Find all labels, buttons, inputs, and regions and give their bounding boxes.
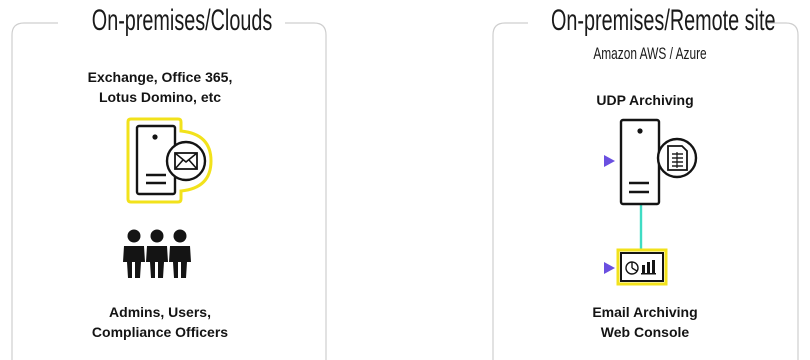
right-panel-subtitle: Amazon AWS / Azure: [593, 44, 707, 63]
archive-server-icon: [619, 118, 661, 206]
console-label-line-1: Email Archiving: [592, 304, 698, 320]
mail-server-label-line-2: Lotus Domino, etc: [98, 89, 222, 105]
mail-server-label: Exchange, Office 365, Lotus Domino, etc: [55, 67, 265, 107]
mail-server-label-line-1: Exchange, Office 365,: [87, 69, 233, 85]
mail-flow-arrow: [207, 155, 615, 167]
console-label-line-2: Web Console: [600, 324, 690, 340]
document-icon: [656, 137, 698, 179]
envelope-icon: [165, 140, 207, 182]
console-label: Email Archiving Web Console: [545, 302, 745, 342]
users-icon: [123, 229, 191, 278]
console-flow-arrow: [210, 262, 615, 274]
pie-chart-icon: [625, 261, 639, 275]
users-label-line-1: Admins, Users,: [109, 304, 211, 320]
users-label-line-2: Compliance Officers: [91, 324, 229, 340]
archive-label: UDP Archiving: [596, 92, 694, 108]
bar-chart-icon: [641, 260, 656, 275]
right-panel-frame: [492, 22, 799, 360]
users-label: Admins, Users, Compliance Officers: [55, 302, 265, 342]
mail-server-icon: [126, 117, 213, 204]
right-panel-title: On-premises/Remote site: [551, 4, 776, 37]
left-panel-title: On-premises/Clouds: [91, 4, 273, 37]
left-panel-frame: [11, 22, 327, 360]
